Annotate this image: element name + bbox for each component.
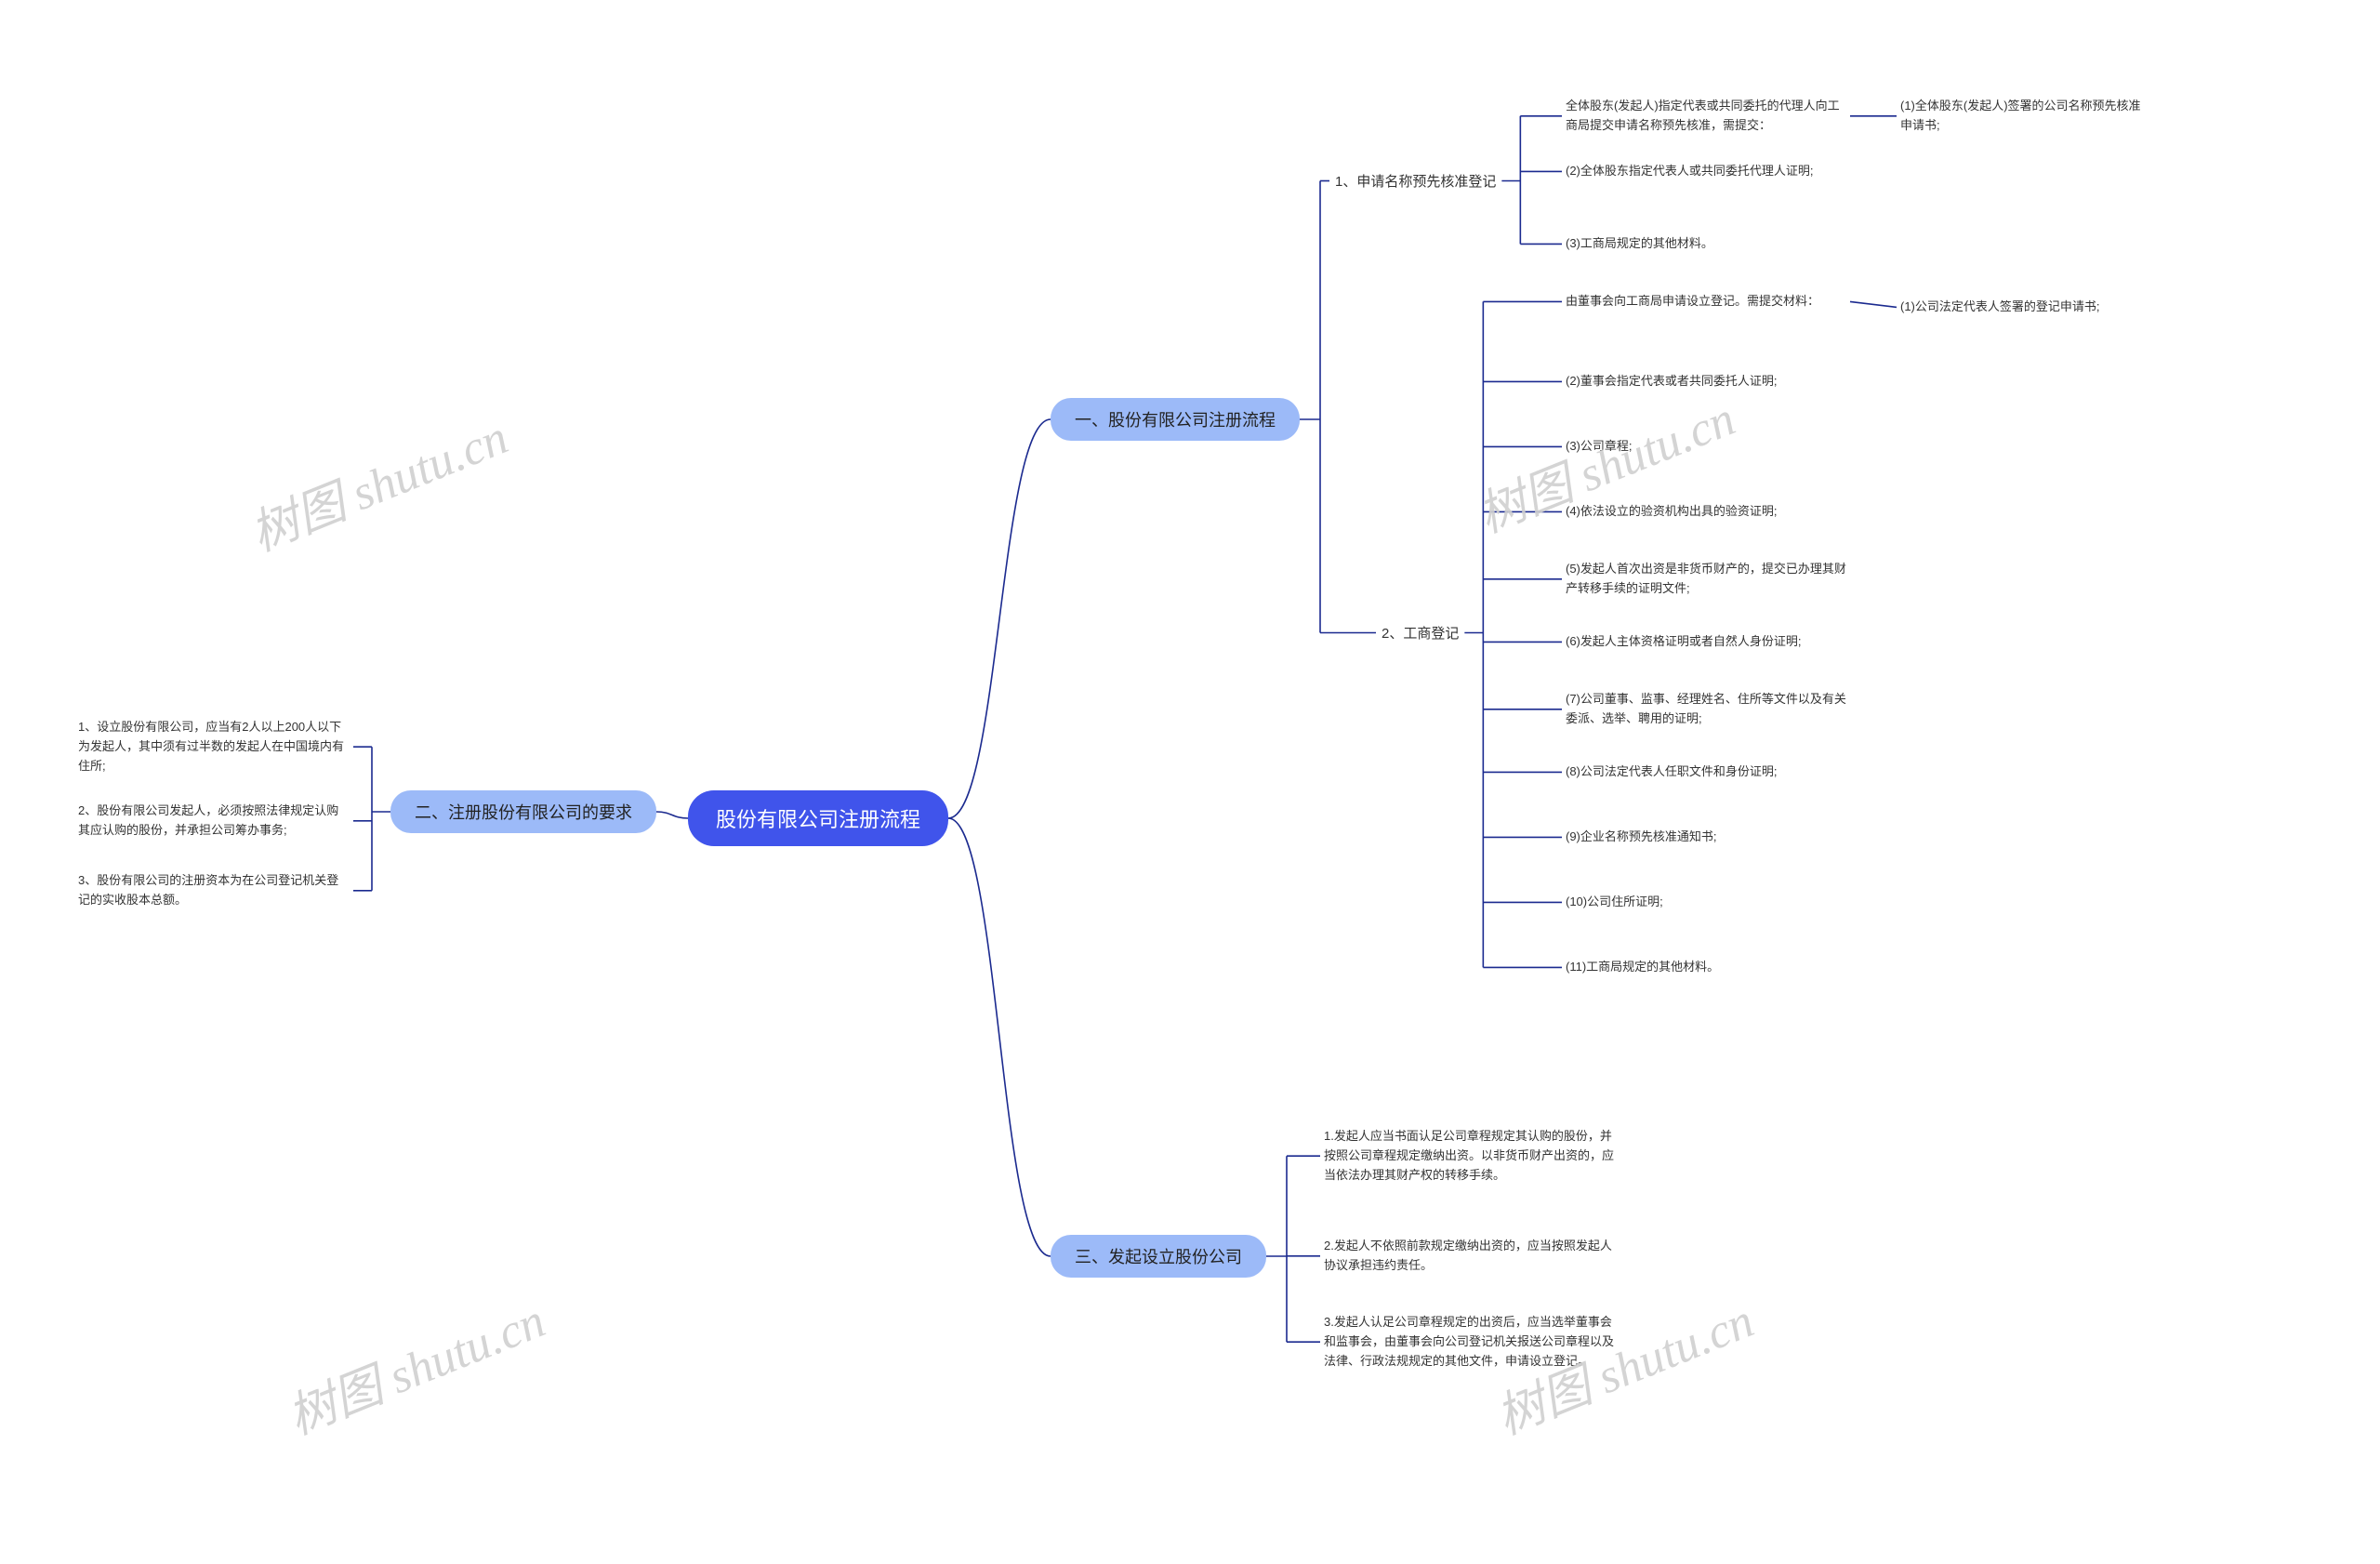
branch-2: 二、注册股份有限公司的要求 [390,790,656,833]
b1-sub-1: 1、申请名称预先核准登记 [1329,169,1501,192]
leaf-b1_1_3: (3)工商局规定的其他材料。 [1562,232,1850,256]
leaf-b1_2_7: (7)公司董事、监事、经理姓名、住所等文件以及有关委派、选举、聘用的证明; [1562,688,1850,731]
branch-3: 三、发起设立股份公司 [1051,1235,1266,1278]
b1-sub-2: 2、工商登记 [1376,621,1464,644]
leaf-b3_1: 1.发起人应当书面认足公司章程规定其认购的股份，并按照公司章程规定缴纳出资。以非… [1320,1125,1618,1186]
leaf-b1_2_10: (10)公司住所证明; [1562,891,1850,914]
leaf-b2_1: 1、设立股份有限公司，应当有2人以上200人以下为发起人，其中须有过半数的发起人… [74,716,353,777]
watermark-0: 树图 shutu.cn [239,398,517,564]
leaf-b1_2_6: (6)发起人主体资格证明或者自然人身份证明; [1562,630,1850,654]
root-node: 股份有限公司注册流程 [688,790,948,846]
leaf-b1_2_2: (2)董事会指定代表或者共同委托人证明; [1562,370,1850,393]
leaf-b1_2_1: 由董事会向工商局申请设立登记。需提交材料： [1562,290,1850,313]
leaf-b1_1_1a: (1)全体股东(发起人)签署的公司名称预先核准申请书; [1897,95,2148,138]
leaf-b1_1_2: (2)全体股东指定代表人或共同委托代理人证明; [1562,160,1850,183]
leaf-b3_3: 3.发起人认足公司章程规定的出资后，应当选举董事会和监事会，由董事会向公司登记机… [1320,1311,1618,1372]
leaf-b1_2_9: (9)企业名称预先核准通知书; [1562,826,1850,849]
leaf-b1_2_5: (5)发起人首次出资是非货币财产的，提交已办理其财产转移手续的证明文件; [1562,558,1850,601]
leaf-b1_2_4: (4)依法设立的验资机构出具的验资证明; [1562,500,1850,524]
leaf-b1_2_3: (3)公司章程; [1562,435,1850,458]
watermark-2: 树图 shutu.cn [276,1281,554,1448]
leaf-b1_2_8: (8)公司法定代表人任职文件和身份证明; [1562,761,1850,784]
leaf-b1_2_1a: (1)公司法定代表人签署的登记申请书; [1897,296,2148,319]
connector-layer [0,0,2380,1564]
leaf-b2_2: 2、股份有限公司发起人，必须按照法律规定认购其应认购的股份，并承担公司筹办事务; [74,800,353,842]
leaf-b1_2_11: (11)工商局规定的其他材料。 [1562,956,1850,979]
leaf-b2_3: 3、股份有限公司的注册资本为在公司登记机关登记的实收股本总额。 [74,869,353,912]
branch-1: 一、股份有限公司注册流程 [1051,398,1300,441]
leaf-b3_2: 2.发起人不依照前款规定缴纳出资的，应当按照发起人协议承担违约责任。 [1320,1235,1618,1278]
leaf-b1_1_1: 全体股东(发起人)指定代表或共同委托的代理人向工商局提交申请名称预先核准，需提交… [1562,95,1850,138]
